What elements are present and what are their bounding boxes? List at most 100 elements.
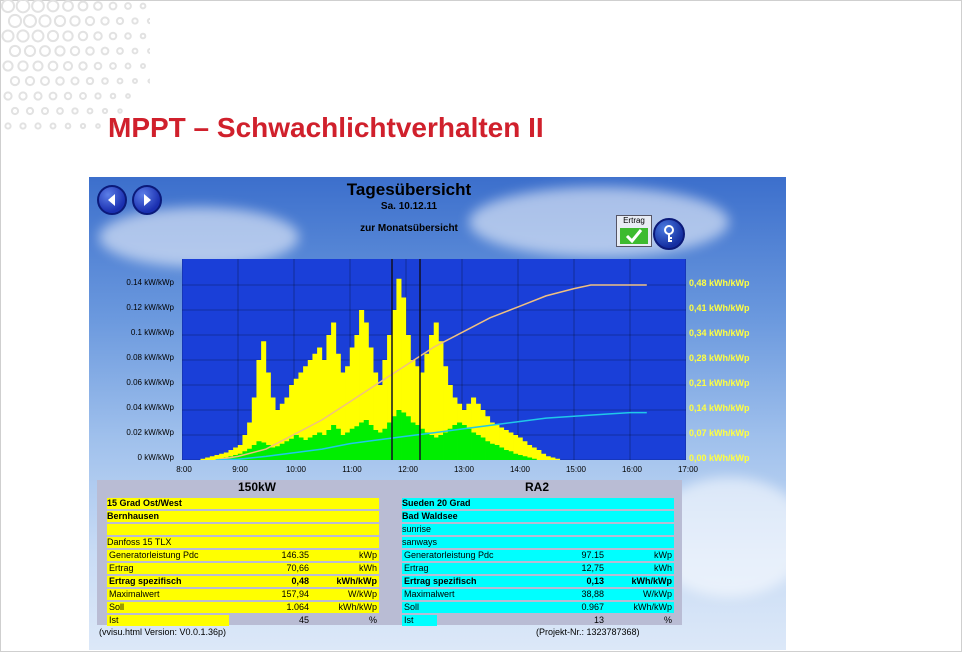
row-value: 97.15 bbox=[581, 550, 604, 560]
chart-bar-ra2 bbox=[494, 445, 500, 460]
plant-location: Bad Waldsee bbox=[402, 511, 674, 522]
row-label: Soll bbox=[109, 602, 125, 612]
chart-bar-150kw bbox=[545, 456, 551, 460]
arrow-right-icon bbox=[144, 194, 151, 206]
chart-bar-ra2 bbox=[349, 428, 355, 460]
x-tick-label: 16:00 bbox=[621, 465, 643, 474]
chart-bar-150kw bbox=[279, 403, 285, 460]
row-unit: kWh/kWp bbox=[631, 576, 673, 586]
info-button[interactable] bbox=[653, 218, 685, 250]
chart-bar-ra2 bbox=[298, 437, 304, 460]
chart-bar-150kw bbox=[345, 366, 351, 460]
decor-dot bbox=[124, 62, 132, 70]
decorative-dots bbox=[0, 0, 150, 130]
decor-dot bbox=[140, 63, 146, 69]
chart-bar-150kw bbox=[415, 366, 421, 460]
chart-bar-ra2 bbox=[527, 457, 533, 460]
decor-dot bbox=[63, 91, 73, 101]
x-tick-label: 9:00 bbox=[232, 465, 248, 474]
y2-tick-label: 0,28 kWh/kWp bbox=[689, 353, 750, 363]
daily-yield-chart bbox=[182, 259, 686, 460]
decor-dot bbox=[94, 92, 102, 100]
table-row: Soll 1.064 kWh/kWp bbox=[107, 602, 379, 613]
row-unit: kWh bbox=[654, 563, 672, 573]
table-row: Ertrag spezifisch 0,48 kWh/kWp bbox=[107, 576, 379, 587]
decor-dot bbox=[56, 107, 64, 115]
prev-day-button[interactable] bbox=[97, 185, 127, 215]
next-day-button[interactable] bbox=[132, 185, 162, 215]
decor-dot bbox=[147, 78, 150, 84]
table-row: Ertrag 70,66 kWh bbox=[107, 563, 379, 574]
row-label: Maximalwert bbox=[109, 589, 160, 599]
chart-bar-150kw bbox=[480, 410, 486, 460]
decor-dot bbox=[125, 93, 131, 99]
chart-bar-150kw bbox=[513, 435, 519, 460]
chart-bar-150kw bbox=[377, 385, 383, 460]
decor-dot bbox=[9, 75, 21, 87]
decor-dot bbox=[54, 45, 66, 57]
plant-vendor bbox=[107, 524, 379, 535]
chart-bar-150kw bbox=[275, 410, 281, 460]
decor-dot bbox=[4, 122, 12, 130]
month-overview-link[interactable]: zur Monatsübersicht bbox=[360, 223, 458, 234]
chart-bar-ra2 bbox=[293, 435, 299, 460]
x-tick-label: 8:00 bbox=[176, 465, 192, 474]
row-unit: W/kWp bbox=[643, 589, 672, 599]
decor-dot bbox=[62, 60, 74, 72]
key-info-icon bbox=[664, 225, 674, 242]
chart-bar-150kw bbox=[265, 372, 271, 460]
y-tick-label: 0.06 kW/kWp bbox=[126, 378, 174, 387]
chart-bar-150kw bbox=[359, 310, 365, 460]
chart-bar-ra2 bbox=[284, 441, 290, 460]
chart-bar-150kw bbox=[214, 455, 220, 460]
chart-bar-150kw bbox=[429, 335, 435, 460]
x-tick-label: 10:00 bbox=[285, 465, 307, 474]
chart-bar-ra2 bbox=[331, 425, 337, 460]
ist-progress-fill bbox=[107, 615, 229, 626]
chart-line-ra2-cumulative bbox=[215, 411, 647, 460]
row-unit: W/kWp bbox=[348, 589, 377, 599]
chart-bar-150kw bbox=[550, 457, 556, 460]
chart-bar-150kw bbox=[293, 378, 299, 460]
chart-bar-ra2 bbox=[531, 458, 537, 460]
chart-bar-150kw bbox=[471, 397, 477, 460]
chart-bar-ra2 bbox=[471, 432, 477, 460]
chart-bar-ra2 bbox=[340, 435, 346, 460]
decor-dot bbox=[93, 31, 103, 41]
decor-dot bbox=[19, 122, 27, 130]
row-value: 45 bbox=[298, 615, 309, 625]
row-label: Ertrag bbox=[404, 563, 429, 573]
decor-dot bbox=[85, 46, 95, 56]
ertrag-toggle[interactable]: Ertrag bbox=[616, 215, 652, 247]
row-value: 38,88 bbox=[581, 589, 604, 599]
chart-bar-ra2 bbox=[499, 447, 505, 460]
chart-bar-150kw bbox=[387, 335, 393, 460]
project-number: (Projekt-Nr.: 1323787368) bbox=[536, 627, 640, 637]
chart-bar-150kw bbox=[209, 456, 215, 460]
chart-bar-ra2 bbox=[368, 425, 374, 460]
decor-dot bbox=[31, 0, 45, 13]
decor-dot bbox=[18, 91, 28, 101]
chart-bar-ra2 bbox=[377, 432, 383, 460]
table-row: Maximalwert 157,94 W/kWp bbox=[107, 589, 379, 600]
ertrag-label: Ertrag bbox=[623, 216, 645, 225]
chart-bar-ra2 bbox=[405, 416, 411, 460]
decor-dot bbox=[100, 46, 110, 56]
decor-dot bbox=[53, 14, 67, 28]
chart-bar-ra2 bbox=[247, 448, 253, 460]
decor-dot bbox=[108, 31, 118, 41]
version-info: (vvisu.html Version: V0.0.1.36p) bbox=[99, 627, 227, 637]
chart-bar-150kw bbox=[522, 441, 528, 460]
plant-orientation: 15 Grad Ost/West bbox=[107, 498, 379, 509]
decor-dot bbox=[33, 91, 43, 101]
decor-dot bbox=[10, 106, 20, 116]
decor-dot bbox=[139, 32, 147, 40]
chart-bar-ra2 bbox=[321, 435, 327, 460]
chart-bar-ra2 bbox=[419, 428, 425, 460]
row-unit: kWh/kWp bbox=[336, 576, 378, 586]
chart-bar-ra2 bbox=[485, 441, 491, 460]
decor-dot bbox=[131, 47, 139, 55]
decor-dot bbox=[8, 44, 22, 58]
decor-dot bbox=[24, 75, 36, 87]
plant-orientation: Sueden 20 Grad bbox=[402, 498, 674, 509]
